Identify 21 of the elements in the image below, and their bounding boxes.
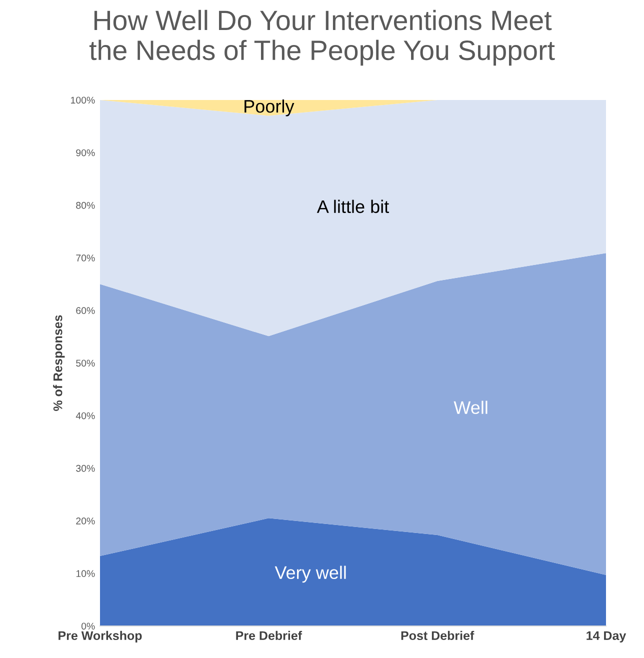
y-tick-label: 40% [76,412,95,420]
y-tick-label: 60% [76,307,95,314]
x-tick-label: Post Debrief [401,630,474,640]
series-label: A little bit [316,200,389,214]
y-tick-label: 30% [76,464,95,472]
series-label: Well [454,400,488,414]
y-tick-label: 100% [71,96,95,104]
chart-title: How Well Do Your Interventions Meet the Needs of The People You Support [89,10,555,66]
x-tick-label: Pre Debrief [236,630,302,640]
x-tick-label: 14 Day [586,631,626,643]
y-tick-label: 90% [76,149,95,156]
x-tick-label: Pre Workshop [58,630,142,643]
y-tick-label: 50% [76,360,95,367]
y-tick-label: 20% [76,518,95,524]
y-tick-label: 10% [76,570,95,578]
series-label: Very well [274,566,346,583]
series-label: Poorly [244,99,294,116]
y-tick-label: 0% [81,622,95,630]
y-axis-title: % of Responses [53,315,65,411]
y-tick-label: 70% [76,254,95,262]
y-tick-label: 80% [76,202,95,209]
